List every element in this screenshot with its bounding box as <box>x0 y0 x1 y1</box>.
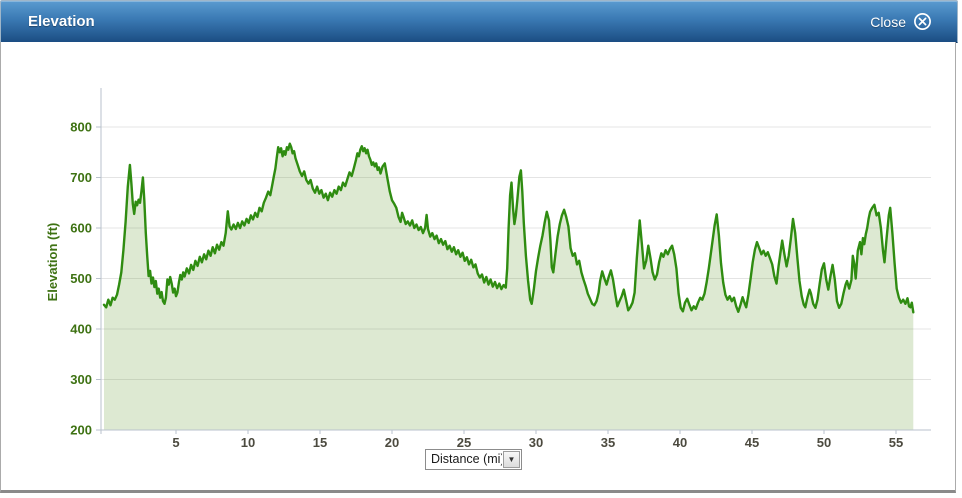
y-tick-label: 700 <box>70 170 92 185</box>
x-tick-label: 30 <box>529 435 543 450</box>
x-tick-label: 55 <box>889 435 903 450</box>
elevation-chart: 200 300 400 500 600 700 800 5 10 15 20 25 30 35 40 45 50… <box>45 88 931 450</box>
x-tick-label: 50 <box>817 435 831 450</box>
chart-area: 200 300 400 500 600 700 800 5 10 15 20 25 30 35 40 45 50… <box>0 42 956 493</box>
elevation-area-fill <box>104 143 914 430</box>
elevation-line <box>102 142 915 314</box>
y-axis-title: Elevation (ft) <box>45 223 60 302</box>
close-icon <box>914 13 931 30</box>
x-tick-label: 25 <box>457 435 471 450</box>
page-title: Elevation <box>28 13 95 30</box>
close-button-label: Close <box>870 13 906 30</box>
y-tick-label: 500 <box>70 271 92 286</box>
x-axis-unit-select[interactable]: Distance (mi) ▼ <box>425 449 522 470</box>
x-tick-label: 40 <box>673 435 687 450</box>
panel-header: Elevation Close <box>0 0 958 43</box>
chevron-down-icon[interactable]: ▼ <box>503 451 520 468</box>
x-tick-label: 10 <box>241 435 255 450</box>
y-tick-label: 300 <box>70 372 92 387</box>
x-tick-label: 5 <box>172 435 179 450</box>
x-tick-label: 35 <box>601 435 615 450</box>
y-tick-label: 800 <box>70 120 92 135</box>
x-axis-unit-value: Distance (mi) <box>431 452 502 466</box>
x-tick-label: 20 <box>385 435 399 450</box>
y-tick-label: 200 <box>70 423 92 438</box>
x-tick-label: 15 <box>313 435 327 450</box>
y-tick-label: 600 <box>70 221 92 236</box>
y-tick-label: 400 <box>70 322 92 337</box>
x-tick-label: 45 <box>745 435 759 450</box>
close-button[interactable]: Close <box>870 1 932 42</box>
